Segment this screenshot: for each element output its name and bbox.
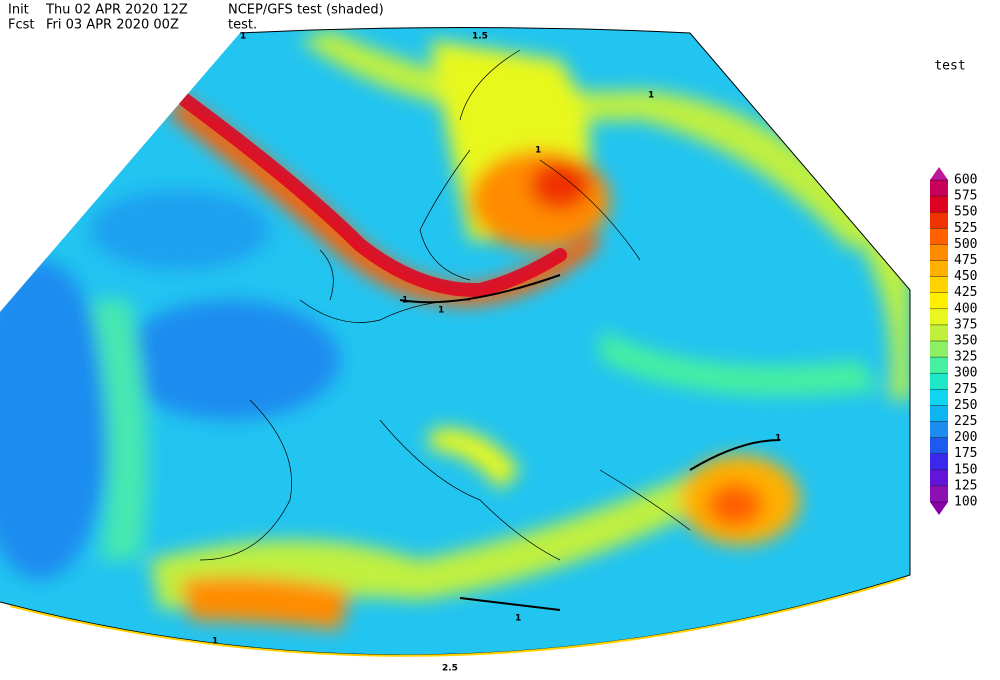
colorbar-swatch <box>930 469 948 486</box>
colorbar-extend-low <box>930 502 948 515</box>
contour-label: 1.5 <box>472 32 488 42</box>
colorbar-label: 225 <box>954 414 977 429</box>
contour-label: 1 <box>775 434 781 444</box>
colorbar-label: 175 <box>954 446 977 461</box>
contour-label: 2.5 <box>442 664 458 674</box>
colorbar-swatch <box>930 357 948 374</box>
init-label: Init <box>8 3 29 18</box>
fcst-label: Fcst <box>8 18 35 33</box>
model-title: NCEP/GFS test (shaded) <box>228 3 384 18</box>
colorbar-label: 525 <box>954 221 977 236</box>
colorbar-label: 475 <box>954 253 977 268</box>
contour-label: 1 <box>212 637 218 647</box>
colorbar-extend-high <box>930 167 948 180</box>
colorbar-swatch <box>930 341 948 358</box>
colorbar-swatch <box>930 308 948 325</box>
contour-label: 1 <box>240 32 246 42</box>
colorbar-label: 200 <box>954 430 977 445</box>
colorbar-label: 300 <box>954 366 977 381</box>
colorbar-label: 450 <box>954 269 977 284</box>
colorbar-swatch <box>930 324 948 341</box>
colorbar-swatch <box>930 212 948 229</box>
colorbar-label: 275 <box>954 382 977 397</box>
colorbar-label: 425 <box>954 285 977 300</box>
colorbar-label: 375 <box>954 317 977 332</box>
colorbar-label: 500 <box>954 237 977 252</box>
colorbar-label: 550 <box>954 205 977 220</box>
colorbar-title: test <box>934 59 965 74</box>
colorbar-swatch <box>930 292 948 309</box>
colorbar-label: 150 <box>954 462 977 477</box>
colorbar-swatch <box>930 405 948 422</box>
colorbar: 1001251501752002252502753003253503754004… <box>930 167 977 515</box>
fcst-time: Fri 03 APR 2020 00Z <box>46 18 179 33</box>
contour-label: 1 <box>648 91 654 101</box>
colorbar-label: 400 <box>954 301 977 316</box>
contour-label: 1 <box>515 614 521 624</box>
colorbar-swatch <box>930 196 948 213</box>
colorbar-swatch <box>930 389 948 406</box>
colorbar-label: 600 <box>954 173 977 188</box>
colorbar-swatch <box>930 485 948 502</box>
colorbar-label: 100 <box>954 495 977 510</box>
colorbar-label: 575 <box>954 189 977 204</box>
colorbar-swatch <box>930 244 948 261</box>
colorbar-swatch <box>930 180 948 197</box>
contour-labels: 1 1.5 1 1 1 1 1 1 1 2.5 <box>212 32 781 674</box>
shaded-field <box>0 27 910 655</box>
colorbar-label: 325 <box>954 350 977 365</box>
colorbar-swatch <box>930 260 948 277</box>
contour-title: test. <box>228 18 257 33</box>
colorbar-label: 350 <box>954 334 977 349</box>
contour-label: 1 <box>535 146 541 156</box>
colorbar-swatch <box>930 276 948 293</box>
contour-label: 1 <box>438 306 444 316</box>
colorbar-swatch <box>930 421 948 438</box>
colorbar-swatch <box>930 437 948 454</box>
init-time: Thu 02 APR 2020 12Z <box>45 3 188 18</box>
colorbar-swatch <box>930 228 948 245</box>
colorbar-label: 125 <box>954 478 977 493</box>
colorbar-swatch <box>930 453 948 470</box>
contour-label: 1 <box>402 296 408 306</box>
colorbar-label: 250 <box>954 398 977 413</box>
colorbar-swatch <box>930 373 948 390</box>
